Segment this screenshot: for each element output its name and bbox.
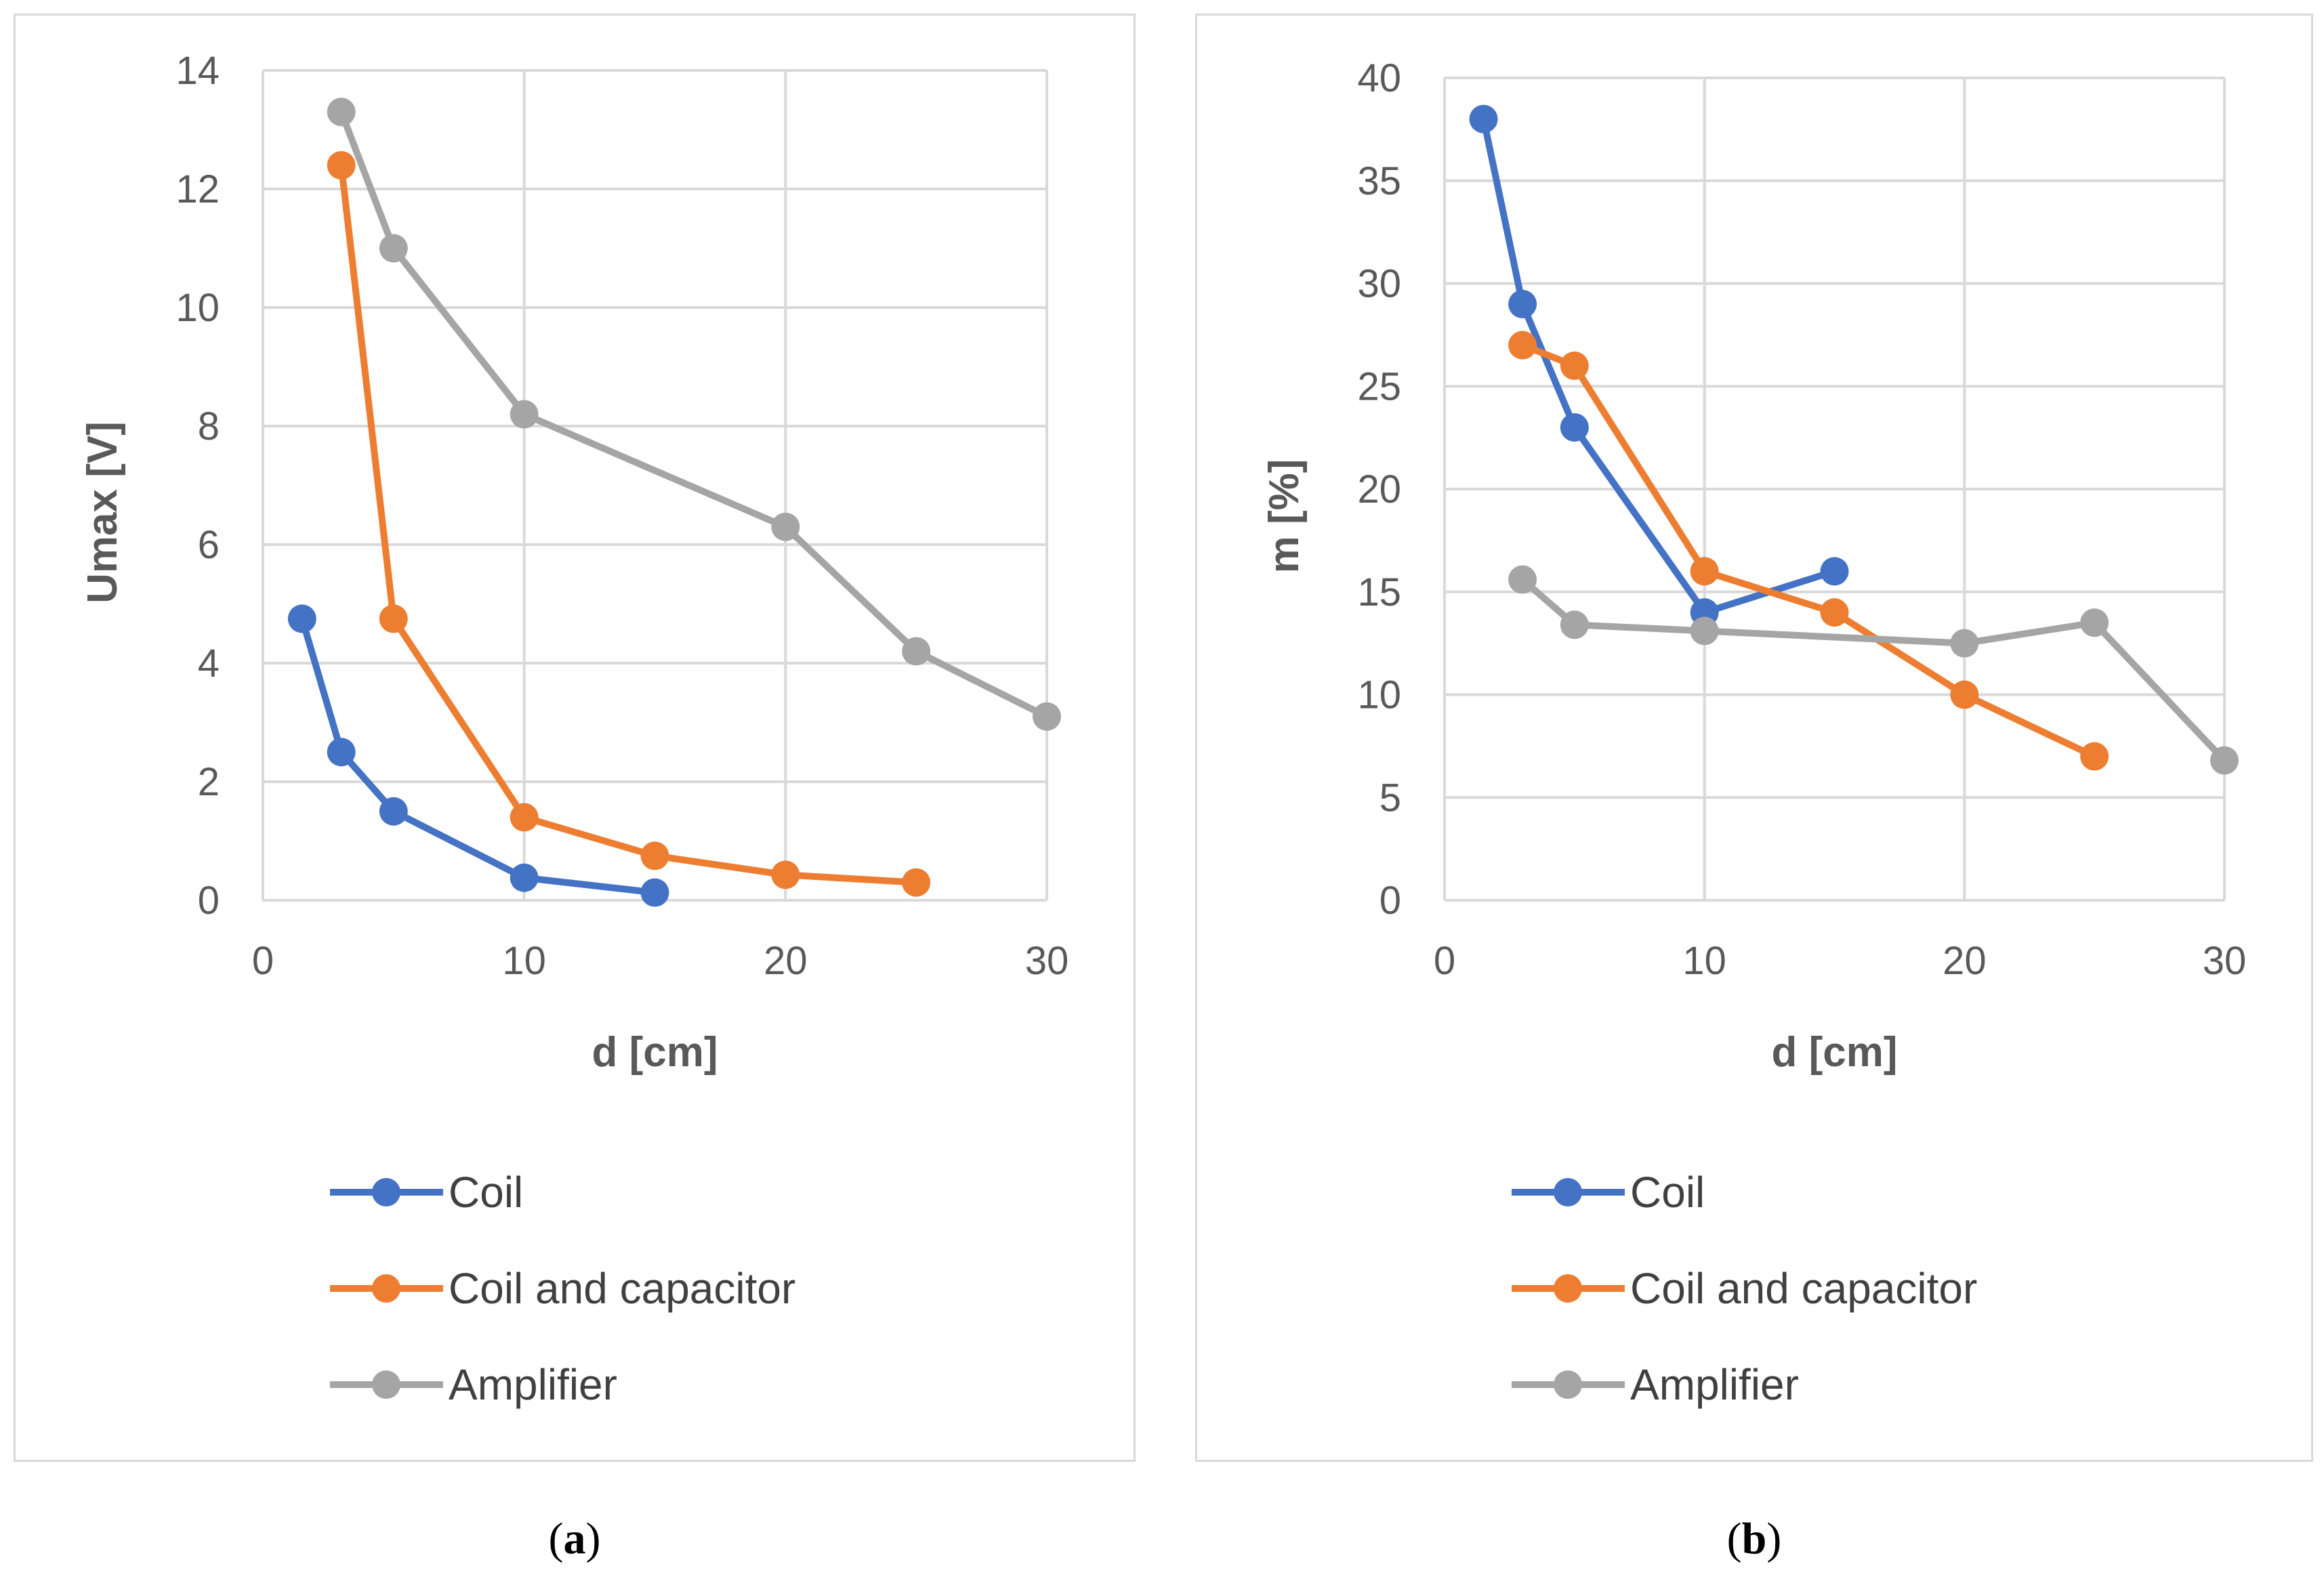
- data-point: [1560, 610, 1589, 639]
- x-tick-label: 10: [1682, 939, 1726, 983]
- legend-marker: [372, 1178, 400, 1206]
- series-coil: [1469, 104, 1849, 627]
- data-point: [510, 863, 539, 892]
- data-point: [1820, 557, 1849, 586]
- y-tick-label: 10: [1357, 673, 1401, 717]
- x-tick-label: 10: [502, 939, 546, 983]
- panel-a-frame: [14, 14, 1136, 1462]
- x-axis-title: d [cm]: [592, 1029, 718, 1076]
- legend-label: Coil and capacitor: [1630, 1264, 1977, 1313]
- data-point: [327, 151, 356, 180]
- y-tick-label: 10: [175, 286, 220, 330]
- legend-label: Amplifier: [449, 1360, 617, 1409]
- legend: Coil Coil and capacitor Amplifier: [330, 1168, 795, 1409]
- legend-item: Coil: [330, 1168, 523, 1217]
- data-point: [327, 98, 356, 127]
- legend-marker: [1554, 1370, 1582, 1399]
- data-point: [1560, 351, 1589, 380]
- series-coil-and-capacitor: [327, 151, 931, 897]
- series-line: [1480, 115, 1838, 616]
- legend: Coil Coil and capacitor Amplifier: [1512, 1168, 1977, 1409]
- y-tick-label: 0: [198, 879, 220, 923]
- data-point: [379, 604, 408, 633]
- data-point: [1560, 413, 1589, 442]
- panel-caption: (a): [549, 1514, 601, 1563]
- legend-item: Amplifier: [330, 1360, 617, 1409]
- series-coil-and-capacitor: [1508, 331, 2109, 771]
- data-point: [379, 234, 408, 263]
- y-tick-label: 0: [1379, 879, 1401, 923]
- data-point: [1469, 104, 1498, 133]
- y-tick-label: 5: [1379, 776, 1401, 820]
- x-tick-label: 0: [1434, 939, 1455, 983]
- data-point: [327, 738, 356, 767]
- y-tick-label: 14: [175, 49, 220, 93]
- legend-item: Coil and capacitor: [1512, 1264, 1977, 1313]
- y-tick-label: 4: [198, 642, 220, 686]
- y-tick-label: 35: [1357, 159, 1401, 203]
- y-tick-label: 2: [198, 760, 220, 804]
- data-point: [1033, 702, 1061, 731]
- data-point: [640, 841, 669, 870]
- data-point: [2080, 742, 2109, 771]
- legend-item: Coil: [1512, 1168, 1705, 1217]
- data-point: [1820, 598, 1849, 627]
- data-point: [2080, 608, 2109, 637]
- series-amplifier: [327, 98, 1061, 731]
- series-coil: [287, 604, 669, 907]
- y-tick-label: 20: [1357, 467, 1401, 511]
- x-tick-label: 30: [1025, 939, 1069, 983]
- data-point: [510, 803, 539, 832]
- panel-b-frame: [1195, 14, 2313, 1462]
- x-tick-label: 0: [252, 939, 274, 983]
- y-tick-label: 25: [1357, 364, 1401, 408]
- y-tick-label: 12: [175, 167, 220, 211]
- x-tick-label: 20: [764, 939, 808, 983]
- x-tick-label: 20: [1943, 939, 1987, 983]
- x-tick-label: 30: [2203, 939, 2247, 983]
- x-axis-title: d [cm]: [1772, 1029, 1898, 1076]
- data-point: [1508, 565, 1537, 594]
- data-point: [1690, 616, 1719, 646]
- data-point: [2210, 746, 2239, 775]
- series-line: [337, 162, 920, 886]
- y-tick-label: 40: [1357, 56, 1401, 100]
- data-point: [510, 400, 539, 429]
- data-point: [771, 512, 800, 541]
- series-line: [337, 108, 1050, 720]
- data-point: [379, 797, 408, 826]
- data-point: [640, 878, 669, 907]
- legend-label: Coil and capacitor: [449, 1264, 795, 1313]
- series-line: [1519, 576, 2228, 764]
- y-tick-label: 6: [198, 523, 220, 567]
- data-point: [902, 868, 931, 897]
- panel-caption: (b): [1727, 1514, 1782, 1563]
- legend-label: Amplifier: [1630, 1360, 1799, 1409]
- y-axis-title: m [%]: [1261, 459, 1308, 574]
- legend-marker: [372, 1274, 400, 1303]
- legend-marker: [1554, 1274, 1582, 1303]
- data-point: [771, 860, 800, 889]
- legend-label: Coil: [449, 1168, 523, 1217]
- y-tick-label: 15: [1357, 570, 1401, 614]
- data-point: [1950, 629, 1979, 658]
- data-point: [1690, 557, 1719, 586]
- data-point: [1508, 289, 1537, 318]
- legend-item: Coil and capacitor: [330, 1264, 795, 1313]
- y-tick-label: 30: [1357, 262, 1401, 306]
- data-point: [1508, 331, 1537, 360]
- y-axis-title: Umax [V]: [79, 421, 126, 604]
- data-point: [902, 637, 931, 666]
- legend-marker: [1554, 1178, 1582, 1206]
- legend-marker: [372, 1370, 400, 1399]
- legend-label: Coil: [1630, 1168, 1705, 1217]
- data-point: [1950, 680, 1979, 709]
- series-amplifier: [1508, 565, 2239, 775]
- y-tick-label: 8: [198, 404, 220, 448]
- data-point: [287, 604, 316, 633]
- legend-item: Amplifier: [1512, 1360, 1799, 1409]
